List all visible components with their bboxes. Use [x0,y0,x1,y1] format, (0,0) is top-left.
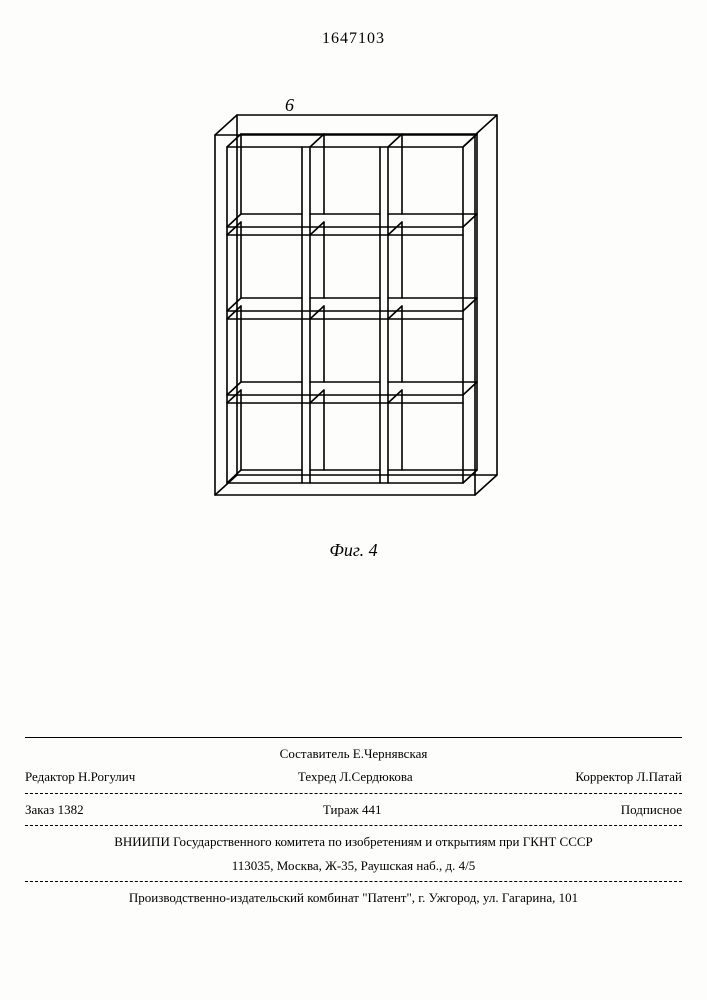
separator-dashed [25,881,682,882]
corrector-label: Корректор [575,769,633,784]
document-number: 1647103 [0,30,707,48]
press-line: Производственно-издательский комбинат "П… [25,886,682,910]
separator-dashed [25,793,682,794]
grid-frame-drawing [175,95,525,535]
circulation-cell: Тираж 441 [323,801,382,819]
figure-4: 6 [175,95,525,535]
techred-label: Техред [298,769,336,784]
order-row: Заказ 1382 Тираж 441 Подписное [25,798,682,822]
org-line-1: ВНИИПИ Государственного комитета по изоб… [25,830,682,854]
editor-cell: Редактор Н.Рогулич [25,768,135,786]
figure-callout-6: 6 [285,95,294,116]
editor-label: Редактор [25,769,75,784]
patent-page: 1647103 6 [0,0,707,1000]
techred-name: Л.Сердюкова [339,769,412,784]
corrector-cell: Корректор Л.Патай [575,768,682,786]
compiler-line: Составитель Е.Чернявская [25,742,682,766]
separator-dashed [25,825,682,826]
compiler-name: Е.Чернявская [353,746,428,761]
circulation-no: 441 [362,802,382,817]
order-cell: Заказ 1382 [25,801,84,819]
org-line-2: 113035, Москва, Ж-35, Раушская наб., д. … [25,854,682,878]
order-label: Заказ [25,802,54,817]
circulation-label: Тираж [323,802,359,817]
figure-caption: Фиг. 4 [0,540,707,561]
compiler-label: Составитель [280,746,350,761]
imprint-block: Составитель Е.Чернявская Редактор Н.Рогу… [25,731,682,910]
subscription-cell: Подписное [621,801,682,819]
credits-row: Редактор Н.Рогулич Техред Л.Сердюкова Ко… [25,765,682,789]
editor-name: Н.Рогулич [78,769,135,784]
order-no: 1382 [58,802,84,817]
corrector-name: Л.Патай [637,769,682,784]
separator [25,737,682,738]
techred-cell: Техред Л.Сердюкова [298,768,413,786]
